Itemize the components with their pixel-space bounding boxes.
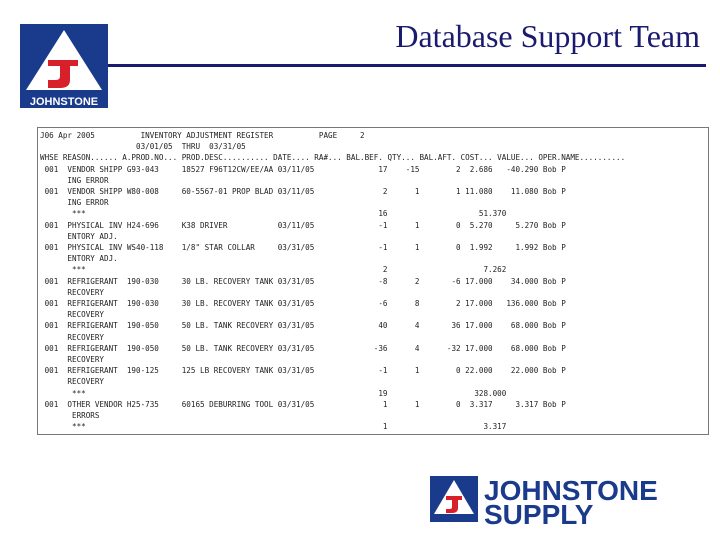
report-line: RECOVERY — [40, 332, 105, 342]
report-line: ING ERROR — [40, 198, 109, 208]
title-rule — [108, 64, 706, 67]
report-line: ENTORY ADJ. — [40, 231, 118, 241]
report-line: 001 VENDOR SHIPP G93-043 18527 F96T12CW/… — [40, 164, 566, 174]
report-line: 001 REFRIGERANT 190-050 50 LB. TANK RECO… — [40, 321, 566, 331]
report-line: 001 REFRIGERANT 190-125 125 LB RECOVERY … — [40, 366, 566, 376]
report-screenshot: J06 Apr 2005 INVENTORY ADJUSTMENT REGIST… — [37, 127, 709, 435]
report-line: 03/01/05 THRU 03/31/05 — [40, 142, 246, 152]
report-line: J06 Apr 2005 INVENTORY ADJUSTMENT REGIST… — [40, 131, 365, 140]
report-line: WHSE REASON...... A.PROD.NO... PROD.DESC… — [40, 153, 626, 163]
report-line: 001 PHYSICAL INV WS40-118 1/8" STAR COLL… — [40, 243, 566, 252]
report-line: 001 VENDOR SHIPP W80-008 60-5567-01 PROP… — [40, 187, 566, 196]
report-line: *** 1 3.317 — [40, 422, 507, 432]
brand-line-1: JOHNSTONE — [484, 475, 658, 506]
report-line: ERRORS — [40, 411, 100, 420]
report-line: 001 REFRIGERANT 190-050 50 LB. TANK RECO… — [40, 343, 566, 353]
report-line: 001 REFRIGERANT 190-030 30 LB. RECOVERY … — [40, 276, 566, 286]
report-line: 001 REFRIGERANT 190-030 30 LB. RECOVERY … — [40, 299, 566, 308]
report-line: RECOVERY — [40, 377, 105, 387]
footer-logo: JOHNSTONE SUPPLY — [430, 475, 658, 528]
report-line: *** 16 51.370 — [40, 209, 507, 219]
logo: JOHNSTONE — [20, 24, 108, 108]
report-line: RECOVERY — [40, 287, 105, 297]
report-line: *** 19 328.000 — [40, 388, 507, 398]
report-line: RECOVERY — [40, 310, 105, 320]
brand-line-2: SUPPLY — [484, 499, 594, 528]
report-line: RECOVERY — [40, 355, 105, 364]
slide-title: Database Support Team — [395, 18, 700, 54]
logo-text: JOHNSTONE — [30, 96, 98, 108]
report-line: ENTORY ADJ. — [40, 254, 118, 264]
report-line: 001 OTHER VENDOR H25-735 60165 DEBURRING… — [40, 399, 566, 409]
report-line: 001 PHYSICAL INV H24-696 K38 DRIVER 03/1… — [40, 220, 566, 230]
report-line: ING ERROR — [40, 175, 109, 185]
report-line: *** 2 7.262 — [40, 265, 507, 275]
